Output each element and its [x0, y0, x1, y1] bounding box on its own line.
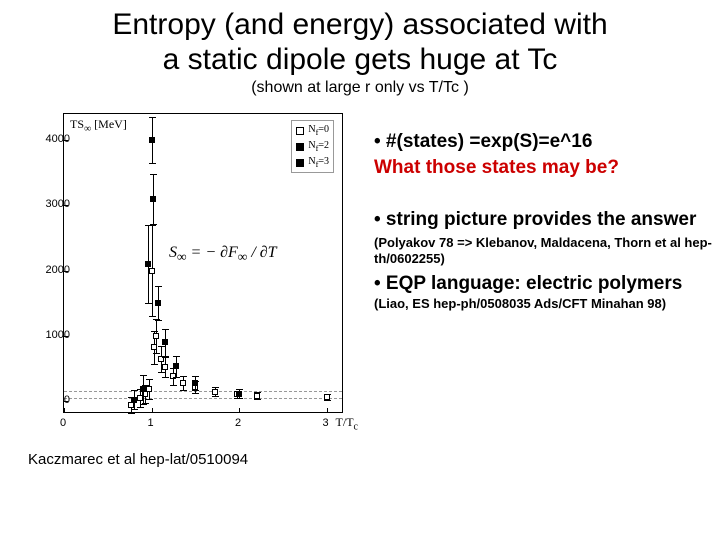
- chart-area: Nf=0Nf=2Nf=3 S∞ = − ∂F∞ / ∂T TS∞ [MeV] T…: [8, 103, 368, 468]
- data-point: [162, 339, 168, 345]
- data-point: [150, 196, 156, 202]
- chart-legend: Nf=0Nf=2Nf=3: [291, 120, 334, 173]
- x-axis-label: T/Tc: [336, 415, 358, 432]
- reference-line: [64, 398, 342, 399]
- ref-string-picture: (Polyakov 78 => Klebanov, Maldacena, Tho…: [374, 235, 712, 268]
- ref-eqp: (Liao, ES hep-ph/0508035 Ads/CFT Minahan…: [374, 296, 666, 311]
- entropy-chart: Nf=0Nf=2Nf=3 S∞ = − ∂F∞ / ∂T TS∞ [MeV] T…: [8, 103, 358, 433]
- plot-box: Nf=0Nf=2Nf=3 S∞ = − ∂F∞ / ∂T: [63, 113, 343, 413]
- slide-title-line1: Entropy (and energy) associated with: [10, 8, 710, 43]
- data-point: [140, 386, 146, 392]
- legend-item: Nf=0: [296, 123, 329, 139]
- y-axis-label: TS∞ [MeV]: [70, 117, 127, 134]
- slide-subtitle: (shown at large r only vs T/Tc ): [10, 79, 710, 97]
- y-tick: 1000: [30, 329, 70, 341]
- bullet-eqp: • EQP language: electric polymers: [374, 273, 682, 294]
- bullet-question: What those states may be?: [374, 157, 712, 179]
- data-point: [254, 393, 260, 399]
- legend-item: Nf=2: [296, 139, 329, 155]
- bullet-string-picture: • string picture provides the answer: [374, 209, 712, 231]
- data-point: [180, 380, 186, 386]
- chart-citation: Kaczmarec et al hep-lat/0510094: [28, 451, 368, 468]
- x-tick: 1: [141, 417, 161, 429]
- data-point: [324, 394, 330, 400]
- data-point: [153, 333, 159, 339]
- reference-line: [64, 391, 342, 392]
- y-tick: 2000: [30, 264, 70, 276]
- data-point: [236, 391, 242, 397]
- data-point: [145, 261, 151, 267]
- y-tick: 3000: [30, 198, 70, 210]
- data-point: [149, 268, 155, 274]
- data-point: [212, 389, 218, 395]
- x-tick: 3: [316, 417, 336, 429]
- data-point: [162, 364, 168, 370]
- y-tick: 4000: [30, 133, 70, 145]
- data-point: [146, 386, 152, 392]
- bullet-states: • #(states) =exp(S)=e^16: [374, 131, 712, 153]
- data-point: [131, 397, 137, 403]
- data-point: [173, 363, 179, 369]
- legend-item: Nf=3: [296, 155, 329, 171]
- slide-title-line2: a static dipole gets huge at Tc: [10, 43, 710, 78]
- data-point: [155, 300, 161, 306]
- right-column: • #(states) =exp(S)=e^16 What those stat…: [368, 103, 712, 468]
- y-tick: 0: [30, 394, 70, 406]
- x-tick: 2: [228, 417, 248, 429]
- data-point: [192, 380, 198, 386]
- data-point: [149, 137, 155, 143]
- entropy-formula: S∞ = − ∂F∞ / ∂T: [169, 244, 277, 265]
- x-tick: 0: [53, 417, 73, 429]
